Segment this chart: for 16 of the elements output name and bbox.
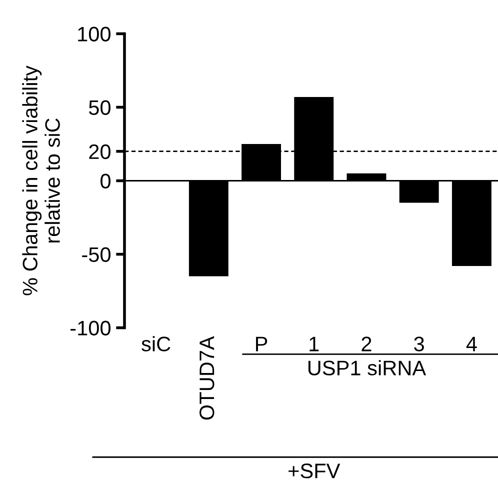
x-tick-label: 4 bbox=[466, 336, 477, 352]
x-tick-label: 2 bbox=[362, 336, 372, 352]
y-tick-label: 50 bbox=[88, 100, 110, 115]
y-tick-label: 0 bbox=[100, 174, 110, 189]
y-tick-label: 100 bbox=[78, 26, 110, 42]
y-axis-title: % Change in cell viability relative to siC bbox=[22, 66, 60, 296]
y-tick-label: 20 bbox=[89, 144, 110, 160]
y-tick-label: -50 bbox=[82, 247, 110, 262]
y-tick-label: -100 bbox=[70, 320, 110, 336]
x-tick-label: siC bbox=[142, 336, 170, 352]
text: +SFV bbox=[288, 464, 340, 478]
x-tick-label: 1 bbox=[310, 336, 319, 352]
x-tick-label: OTUD7A bbox=[200, 336, 214, 420]
text: USP1 siRNA bbox=[308, 360, 426, 376]
x-tick-label: P bbox=[256, 336, 268, 352]
x-tick-label: 3 bbox=[414, 336, 424, 352]
